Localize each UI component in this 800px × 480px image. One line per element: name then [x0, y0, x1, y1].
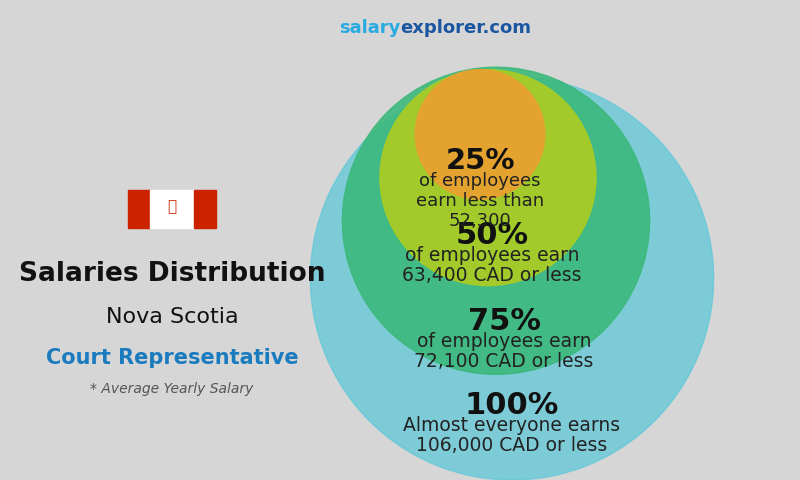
Ellipse shape — [342, 67, 650, 374]
Text: 50%: 50% — [455, 221, 529, 250]
Text: 72,100 CAD or less: 72,100 CAD or less — [414, 352, 594, 372]
Text: Nova Scotia: Nova Scotia — [106, 307, 238, 327]
Text: of employees earn: of employees earn — [405, 246, 579, 265]
Bar — [150, 190, 194, 228]
Text: 100%: 100% — [465, 391, 559, 420]
Text: 25%: 25% — [446, 147, 514, 175]
Text: Salaries Distribution: Salaries Distribution — [18, 261, 326, 287]
Ellipse shape — [310, 77, 714, 480]
Text: earn less than: earn less than — [416, 192, 544, 210]
Text: 🍁: 🍁 — [167, 199, 177, 214]
Ellipse shape — [380, 70, 596, 286]
Text: of employees: of employees — [419, 172, 541, 190]
Text: 63,400 CAD or less: 63,400 CAD or less — [402, 266, 582, 285]
Ellipse shape — [415, 70, 545, 199]
Bar — [194, 190, 216, 228]
Text: explorer.com: explorer.com — [400, 19, 531, 37]
Text: 106,000 CAD or less: 106,000 CAD or less — [416, 436, 608, 456]
Text: salary: salary — [338, 19, 400, 37]
Text: Almost everyone earns: Almost everyone earns — [403, 416, 621, 435]
Text: of employees earn: of employees earn — [417, 332, 591, 351]
Text: Court Representative: Court Representative — [46, 348, 298, 368]
Text: * Average Yearly Salary: * Average Yearly Salary — [90, 382, 254, 396]
Text: 75%: 75% — [467, 307, 541, 336]
Bar — [128, 190, 150, 228]
Text: 52,300: 52,300 — [449, 212, 511, 230]
